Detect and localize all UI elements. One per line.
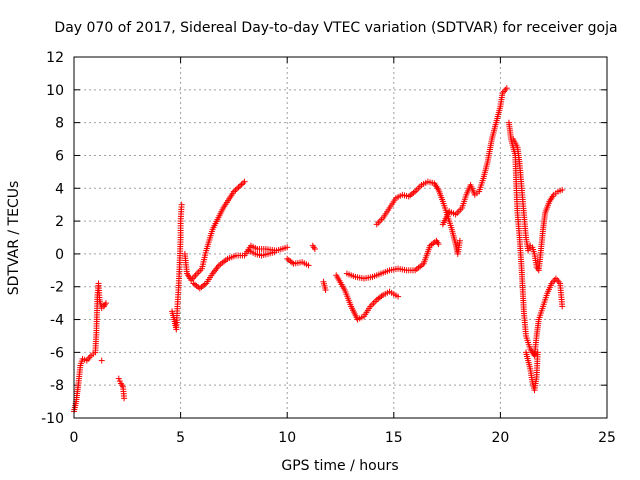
- y-axis-label: SDTVAR / TECUs: [6, 181, 22, 296]
- x-tick-label: 10: [278, 430, 296, 446]
- data-point: [559, 303, 566, 310]
- data-point: [236, 182, 243, 189]
- y-tick-label: -4: [50, 313, 64, 329]
- x-axis-label: GPS time / hours: [281, 458, 398, 474]
- data-point: [311, 245, 318, 252]
- y-tick-label: -8: [50, 378, 64, 394]
- y-tick-labels: -10 -8 -6 -4 -2 0 2 4 6 8 10 12: [41, 50, 64, 427]
- y-tick-label: 10: [46, 83, 64, 99]
- data-point: [284, 244, 291, 251]
- chart-title: Day 070 of 2017, Sidereal Day-to-day VTE…: [54, 20, 617, 36]
- y-tick-label: -10: [41, 411, 64, 427]
- x-tick-label: 0: [70, 430, 79, 446]
- y-tick-label: 4: [55, 181, 64, 197]
- data-point: [322, 287, 329, 294]
- data-point: [395, 293, 402, 300]
- y-tick-label: 0: [55, 247, 64, 263]
- data-point: [235, 184, 242, 191]
- data-point: [233, 185, 240, 192]
- plot-frame: [73, 56, 608, 419]
- y-tick-label: -2: [50, 280, 64, 296]
- data-point: [178, 201, 185, 208]
- data-point: [435, 241, 442, 248]
- x-tick-labels: 0 5 10 15 20 25: [70, 430, 616, 446]
- data-point: [238, 181, 245, 188]
- data-points: [71, 85, 566, 415]
- x-tick-label: 20: [491, 430, 509, 446]
- data-point: [232, 187, 239, 194]
- y-tick-label: -6: [50, 345, 64, 361]
- data-point: [456, 237, 463, 244]
- y-tick-label: 12: [46, 50, 64, 66]
- data-point: [102, 300, 109, 307]
- x-tick-label: 15: [385, 430, 403, 446]
- data-point: [241, 178, 248, 185]
- data-point: [305, 262, 312, 269]
- data-point: [240, 180, 247, 187]
- x-tick-label: 25: [598, 430, 616, 446]
- y-tick-label: 8: [55, 116, 64, 132]
- data-point: [121, 395, 128, 402]
- data-point: [98, 357, 105, 364]
- data-point: [503, 85, 510, 92]
- data-point: [559, 186, 566, 193]
- y-tick-label: 6: [55, 148, 64, 164]
- data-point: [534, 349, 541, 356]
- data-point: [271, 249, 278, 256]
- y-tick-label: 2: [55, 214, 64, 230]
- x-tick-label: 5: [176, 430, 185, 446]
